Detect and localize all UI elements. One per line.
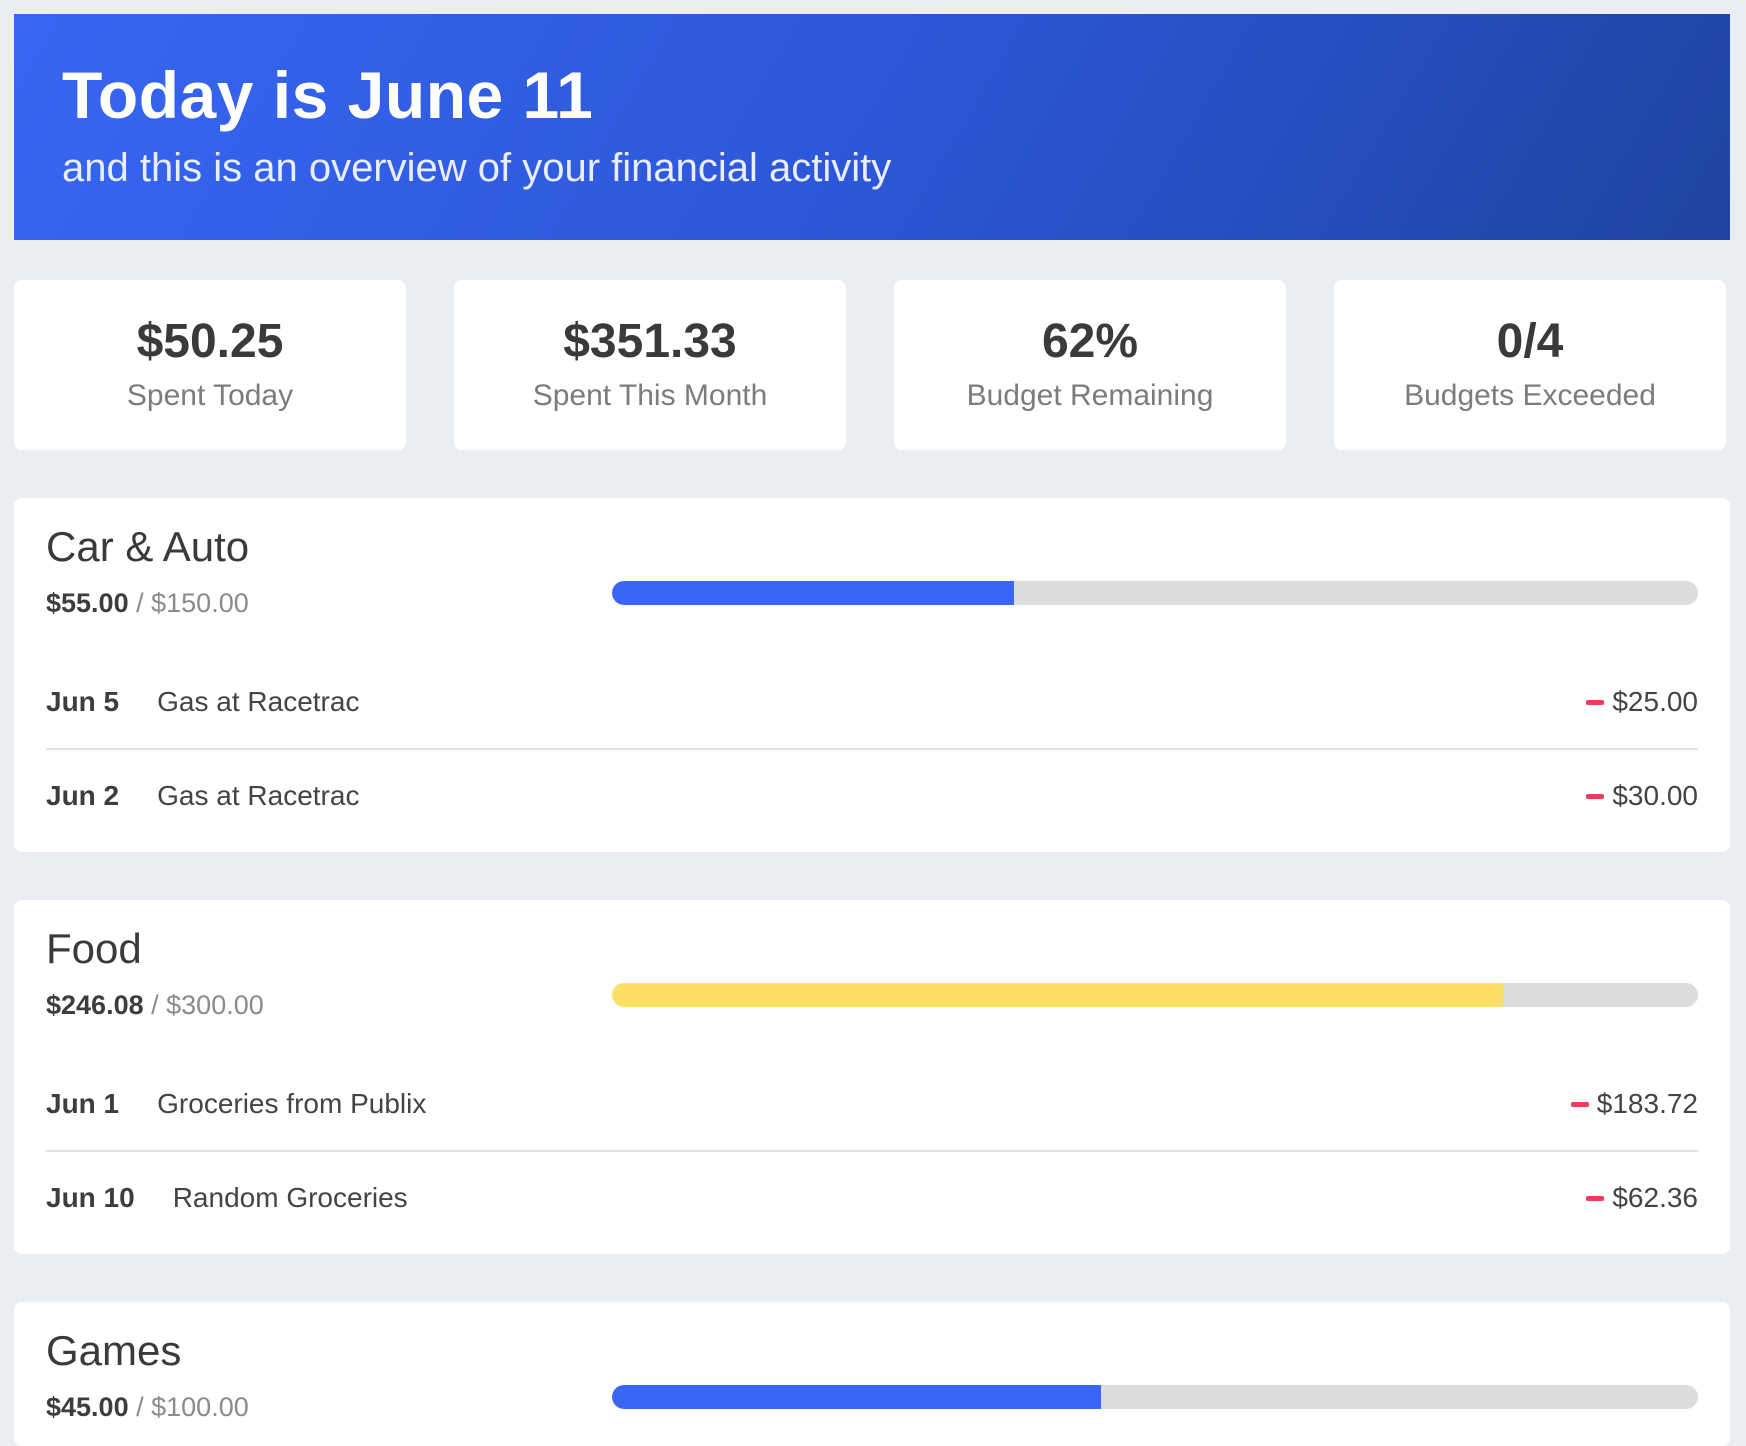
budget-progress-fill xyxy=(612,581,1014,605)
budget-limit: $300.00 xyxy=(166,990,264,1020)
budget-header: Food $246.08 / $300.00 xyxy=(46,928,1698,1034)
page-subtitle: and this is an overview of your financia… xyxy=(62,146,892,190)
transaction-amount: $183.72 xyxy=(1570,1088,1698,1120)
budget-name: Games xyxy=(46,1327,182,1374)
stat-value: $50.25 xyxy=(136,315,284,368)
minus-icon xyxy=(1570,1101,1589,1107)
budget-progress-bar xyxy=(612,581,1698,605)
transaction-date: Jun 10 xyxy=(46,1182,135,1213)
budget-spent: $45.00 xyxy=(46,1392,129,1422)
minus-icon xyxy=(1586,699,1605,705)
transaction-row[interactable]: Jun 1 Groceries from Publix $183.72 xyxy=(46,1058,1698,1150)
stat-card-budgets-exceeded: 0/4 Budgets Exceeded xyxy=(1334,280,1726,450)
stat-label: Spent This Month xyxy=(532,378,768,412)
budget-limit: $100.00 xyxy=(151,1392,249,1422)
budget-separator: / xyxy=(151,990,167,1020)
transaction-amount: $62.36 xyxy=(1586,1182,1698,1214)
minus-icon xyxy=(1586,793,1605,799)
transaction-description: Gas at Racetrac xyxy=(157,686,360,717)
budget-name: Car & Auto xyxy=(46,523,250,570)
transaction-date: Jun 1 xyxy=(46,1088,120,1119)
budget-amount: $55.00 / $150.00 xyxy=(46,588,1698,619)
transaction-row[interactable]: Jun 10 Random Groceries $62.36 xyxy=(46,1150,1698,1244)
transaction-amount-value: $183.72 xyxy=(1596,1088,1698,1119)
transaction-description: Random Groceries xyxy=(172,1182,408,1213)
page-title: Today is June 11 xyxy=(62,58,594,132)
budget-card-games: Games $45.00 / $100.00 xyxy=(14,1302,1730,1446)
budget-separator: / xyxy=(136,588,152,618)
stat-value: 0/4 xyxy=(1496,315,1564,368)
stat-value: $351.33 xyxy=(563,315,737,368)
stat-label: Spent Today xyxy=(126,378,294,412)
budget-card-food: Food $246.08 / $300.00 Jun 1 Groceries f… xyxy=(14,900,1730,1254)
transaction-row[interactable]: Jun 2 Gas at Racetrac $30.00 xyxy=(46,748,1698,842)
stat-label: Budget Remaining xyxy=(966,378,1214,412)
budget-amount: $246.08 / $300.00 xyxy=(46,990,1698,1021)
transaction-amount: $25.00 xyxy=(1586,686,1698,718)
budget-header: Games $45.00 / $100.00 xyxy=(46,1330,1698,1436)
budget-card-car-auto: Car & Auto $55.00 / $150.00 Jun 5 Gas at… xyxy=(14,498,1730,852)
stat-card-spent-month: $351.33 Spent This Month xyxy=(454,280,846,450)
overview-header: Today is June 11 and this is an overview… xyxy=(14,14,1730,240)
transaction-list: Jun 1 Groceries from Publix $183.72 Jun … xyxy=(46,1058,1698,1244)
transaction-date: Jun 5 xyxy=(46,686,120,717)
transaction-description: Gas at Racetrac xyxy=(157,780,360,811)
transaction-amount: $30.00 xyxy=(1586,780,1698,812)
summary-stats: $50.25 Spent Today $351.33 Spent This Mo… xyxy=(14,280,1730,450)
minus-icon xyxy=(1586,1195,1605,1201)
stat-card-spent-today: $50.25 Spent Today xyxy=(14,280,406,450)
stat-label: Budgets Exceeded xyxy=(1404,378,1656,412)
transaction-amount-value: $25.00 xyxy=(1612,686,1698,717)
stat-card-budget-remaining: 62% Budget Remaining xyxy=(894,280,1286,450)
transaction-description: Groceries from Publix xyxy=(157,1088,427,1119)
dashboard: Today is June 11 and this is an overview… xyxy=(14,14,1730,1446)
budget-name: Food xyxy=(46,925,142,972)
budget-progress-fill xyxy=(612,983,1503,1007)
budget-header: Car & Auto $55.00 / $150.00 xyxy=(46,526,1698,632)
budget-limit: $150.00 xyxy=(151,588,249,618)
budget-progress-bar xyxy=(612,1385,1698,1409)
transaction-row[interactable]: Jun 5 Gas at Racetrac $25.00 xyxy=(46,656,1698,748)
budget-progress-fill xyxy=(612,1385,1101,1409)
transaction-amount-value: $62.36 xyxy=(1612,1182,1698,1213)
budget-progress-bar xyxy=(612,983,1698,1007)
budget-spent: $55.00 xyxy=(46,588,129,618)
stat-value: 62% xyxy=(1041,315,1139,368)
transaction-date: Jun 2 xyxy=(46,780,120,811)
budget-separator: / xyxy=(136,1392,152,1422)
transaction-list: Jun 5 Gas at Racetrac $25.00 Jun 2 Gas a… xyxy=(46,656,1698,842)
budget-spent: $246.08 xyxy=(46,990,144,1020)
transaction-amount-value: $30.00 xyxy=(1612,780,1698,811)
